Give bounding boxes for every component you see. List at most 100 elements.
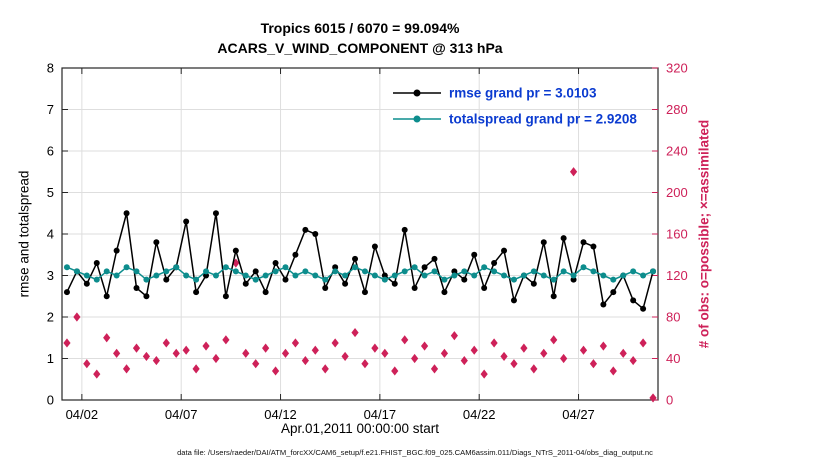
totalspread-marker (123, 264, 130, 271)
right-y-tick-label: 160 (666, 227, 688, 242)
totalspread-marker (361, 268, 368, 275)
totalspread-marker (520, 272, 527, 279)
totalspread-marker (163, 268, 170, 275)
obs-assimilated-marker (361, 359, 369, 369)
obs-assimilated-marker (629, 355, 637, 366)
x-tick-label: 04/17 (364, 407, 397, 422)
obs-assimilated-marker (460, 355, 468, 366)
obs-assimilated-marker (93, 369, 101, 379)
totalspread-marker (411, 264, 418, 271)
totalspread-marker (262, 272, 269, 279)
rmse-marker (570, 276, 577, 283)
rmse-marker (590, 243, 597, 250)
right-y-tick-label: 240 (666, 144, 688, 159)
left-y-tick-label: 4 (47, 227, 54, 242)
obs-assimilated-marker (252, 359, 260, 369)
rmse-marker (481, 284, 488, 291)
obs-assimilated-marker (619, 348, 627, 358)
totalspread-marker (83, 272, 90, 279)
totalspread-marker (381, 276, 388, 283)
totalspread-marker (441, 276, 448, 283)
legend-marker-sample (413, 89, 421, 97)
obs-assimilated-marker (579, 345, 588, 355)
obs-assimilated-marker (500, 351, 508, 362)
totalspread-marker (93, 276, 100, 283)
left-y-tick-label: 6 (47, 144, 54, 159)
totalspread-marker (212, 272, 219, 279)
totalspread-marker (461, 268, 468, 275)
legend-marker-sample (413, 115, 421, 123)
totalspread-marker (421, 272, 428, 279)
rmse-marker (550, 293, 557, 300)
obs-assimilated-marker (152, 355, 160, 366)
totalspread-marker (183, 272, 190, 279)
totalspread-marker (143, 276, 150, 283)
totalspread-marker (103, 268, 110, 275)
totalspread-marker (312, 272, 319, 279)
rmse-marker (361, 289, 368, 296)
totalspread-marker (282, 264, 289, 271)
totalspread-marker (530, 268, 537, 275)
rmse-marker (371, 243, 378, 250)
rmse-marker (451, 268, 458, 275)
rmse-marker (540, 239, 547, 246)
obs-assimilated-marker (560, 353, 568, 364)
obs-assimilated-marker (589, 359, 598, 369)
x-tick-label: 04/07 (165, 407, 198, 422)
rmse-marker (252, 268, 259, 275)
rmse-marker (203, 272, 210, 279)
rmse-marker (133, 284, 140, 291)
rmse-marker (352, 255, 359, 262)
rmse-marker (113, 247, 120, 254)
obs-assimilated-marker (401, 335, 409, 345)
right-y-tick-label: 80 (666, 310, 680, 325)
totalspread-marker (550, 276, 557, 283)
x-tick-label: 04/22 (463, 407, 496, 422)
obs-assimilated-marker (311, 345, 319, 355)
obs-assimilated-marker (291, 338, 300, 348)
totalspread-marker (113, 272, 120, 279)
obs-assimilated-marker (132, 343, 141, 353)
left-y-tick-label: 1 (47, 351, 54, 366)
totalspread-marker (590, 268, 597, 275)
rmse-marker (421, 264, 428, 271)
x-tick-label: 04/02 (66, 407, 99, 422)
obs-assimilated-marker (202, 341, 210, 351)
rmse-marker (242, 280, 249, 287)
totalspread-marker (272, 268, 279, 275)
totalspread-marker (133, 268, 140, 275)
obs-assimilated-marker (242, 348, 250, 358)
totalspread-marker (332, 268, 339, 275)
left-y-tick-label: 5 (47, 185, 54, 200)
totalspread-marker (292, 272, 299, 279)
obs-assimilated-marker (540, 348, 548, 358)
obs-assimilated-marker (411, 353, 419, 364)
left-y-tick-label: 2 (47, 310, 54, 325)
totalspread-marker (560, 268, 567, 275)
rmse-marker (302, 226, 309, 233)
left-y-tick-label: 3 (47, 268, 54, 283)
totalspread-marker (540, 272, 547, 279)
rmse-marker (83, 280, 90, 287)
rmse-marker (411, 284, 418, 291)
rmse-marker (143, 293, 150, 300)
obs-assimilated-marker (569, 167, 578, 177)
rmse-marker (153, 239, 160, 246)
obs-assimilated-marker (440, 348, 449, 358)
totalspread-marker (63, 264, 70, 271)
obs-assimilated-marker (341, 351, 349, 362)
obs-assimilated-marker (301, 355, 309, 366)
totalspread-marker (252, 276, 259, 283)
totalspread-marker (342, 272, 349, 279)
rmse-marker (322, 284, 329, 291)
obs-assimilated-marker (371, 343, 379, 353)
left-y-axis-label: rmse and totalspread (16, 170, 32, 298)
rmse-marker (93, 260, 100, 267)
obs-assimilated-marker (609, 366, 617, 376)
right-y-axis-label: # of obs: o=possible; ×=assimilated (696, 119, 712, 349)
rmse-marker (282, 276, 289, 283)
rmse-marker (222, 293, 229, 300)
rmse-marker (123, 210, 130, 217)
rmse-marker (630, 297, 637, 304)
left-y-tick-label: 0 (47, 393, 54, 408)
